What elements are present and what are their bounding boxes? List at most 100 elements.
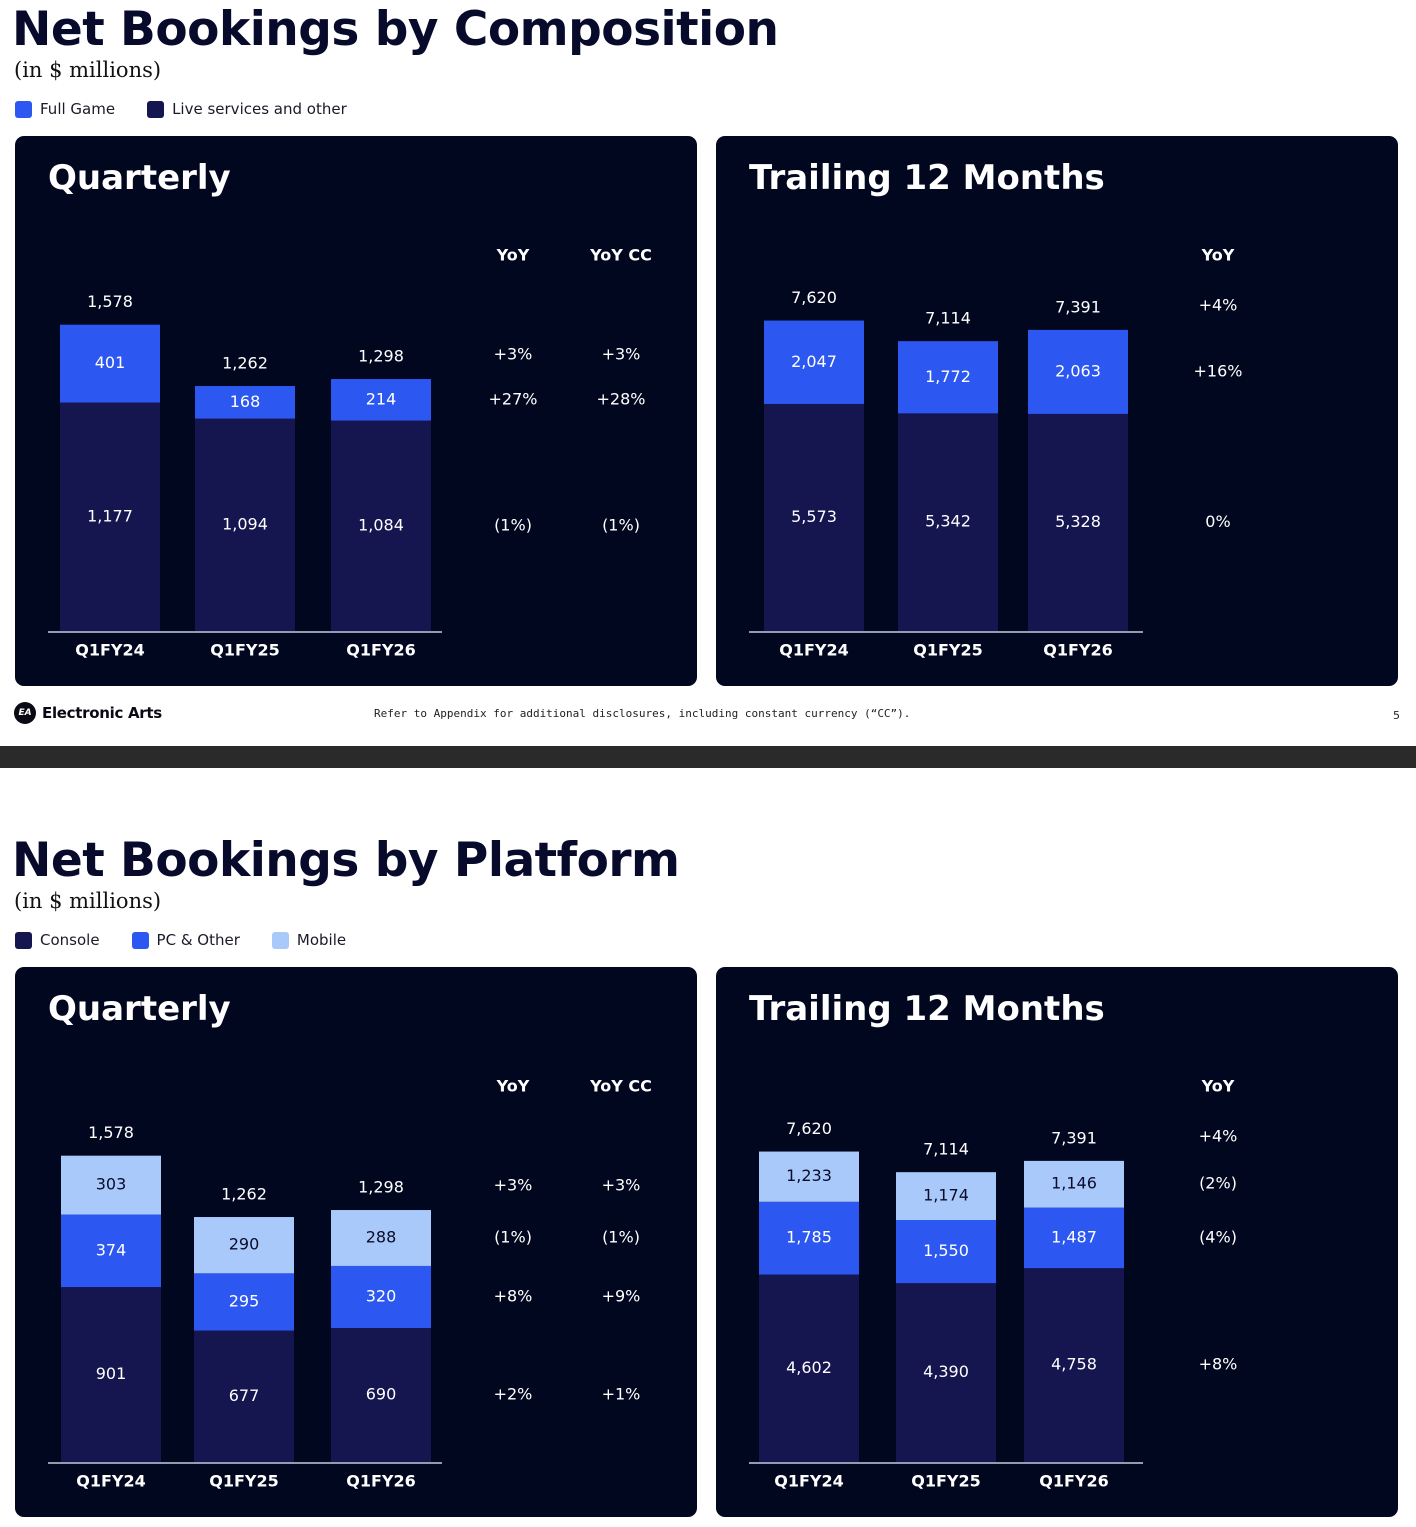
legend-swatch-pc-other [131,931,149,949]
legend: Full Game Live services and other [15,100,379,118]
yoy-value: +1% [602,1385,641,1404]
bar-total-label: 1,578 [87,292,133,311]
x-tick-label: Q1FY26 [1043,641,1113,660]
x-tick-label: Q1FY24 [774,1472,844,1491]
bar-data-label: 1,772 [925,367,971,386]
panel-platform-ttm: 4,602 1,785 1,233 7,620 Q1FY24 4,390 1,550 1,17… [716,967,1398,1517]
bar-data-label: 690 [366,1385,397,1404]
bar-segment [195,418,295,631]
legend-label: Console [40,931,100,949]
yoy-value: (1%) [494,1227,532,1246]
panel-composition-quarterly: 1,177 401 1,578 Q1FY24 1,094 168 1,262 Q1FY25 1,… [15,136,697,686]
legend-item-live-services: Live services and other [147,100,347,118]
panel-title: Trailing 12 Months [749,989,1105,1029]
yoy-value: +16% [1194,361,1243,380]
bar-data-label: 5,328 [1055,512,1101,531]
bar-segment [331,379,431,421]
bar-data-label: 1,146 [1051,1174,1097,1193]
bar-data-label: 290 [229,1235,260,1254]
legend-label: Full Game [40,100,116,118]
bar-total-label: 7,620 [791,288,837,307]
chart-composition-quarterly: 1,177 401 1,578 Q1FY24 1,094 168 1,262 Q1FY25 1,… [48,246,652,660]
bar-segment [898,341,998,414]
bar-segment [194,1273,294,1331]
bar-total-label: 7,620 [786,1119,832,1138]
x-tick-label: Q1FY25 [209,1472,279,1491]
bar-segment [331,420,431,631]
legend-label: Mobile [296,931,347,949]
panel-title: Trailing 12 Months [749,158,1105,198]
bar-data-label: 1,785 [786,1228,832,1247]
yoy-header: YoY CC [589,246,652,265]
bar-data-label: 1,487 [1051,1227,1097,1246]
bar-segment [764,403,864,631]
slide-divider [0,746,1416,768]
footer-note: Refer to Appendix for additional disclos… [374,707,911,720]
x-tick-label: Q1FY24 [779,641,849,660]
bar-segment [61,1155,161,1215]
bar-segment [898,413,998,631]
slide-composition: Net Bookings by Composition (in $ millio… [0,0,1416,746]
page-number: 5 [1393,709,1400,722]
bar-segment [1024,1268,1124,1462]
yoy-value: +27% [489,389,538,408]
legend-swatch-console [15,931,32,949]
bar-segment [195,386,295,419]
panel-platform-quarterly: 901 374 303 1,578 Q1FY24 677 295 290 1,262 Q1FY25… [15,967,697,1517]
x-tick-label: Q1FY26 [346,1472,416,1491]
bar-data-label: 4,390 [923,1362,969,1381]
bar-data-label: 1,550 [923,1241,969,1260]
yoy-value: (1%) [602,515,640,534]
yoy-value: +3% [602,1176,641,1195]
bar-total-label: 7,391 [1051,1128,1097,1147]
bar-data-label: 677 [229,1386,260,1405]
bar-segment [60,402,160,631]
yoy-value: +2% [494,1385,533,1404]
page-title: Net Bookings by Platform [12,833,680,888]
bar-total-label: 1,578 [88,1123,134,1142]
yoy-value: (1%) [494,515,532,534]
bar-data-label: 901 [96,1364,127,1383]
page-subtitle: (in $ millions) [14,58,162,82]
bar-data-label: 401 [95,353,126,372]
bar-segment [61,1287,161,1462]
bar-data-label: 1,177 [87,506,133,525]
legend-swatch-full-game [15,100,32,118]
bar-data-label: 214 [366,389,397,408]
yoy-value: +28% [597,389,646,408]
bar-data-label: 5,573 [791,507,837,526]
yoy-value: +3% [494,345,533,364]
bar-segment [1024,1160,1124,1208]
bar-data-label: 4,602 [786,1358,832,1377]
yoy-value: +4% [1199,1126,1238,1145]
bar-data-label: 1,094 [222,514,268,533]
panel-composition-ttm: 5,573 2,047 7,620 Q1FY24 5,342 1,772 7,114 Q1FY… [716,136,1398,686]
yoy-value: +4% [1199,295,1238,314]
bar-segment [331,1210,431,1266]
bar-total-label: 7,114 [923,1140,969,1159]
bar-total-label: 1,298 [358,1178,404,1197]
legend-swatch-mobile [271,931,289,949]
x-tick-label: Q1FY24 [76,1472,146,1491]
x-tick-label: Q1FY24 [75,641,145,660]
bar-segment [1024,1207,1124,1269]
bar-data-label: 168 [230,392,261,411]
bar-segment [759,1151,859,1202]
company-name: Electronic Arts [42,704,162,722]
x-tick-label: Q1FY25 [913,641,983,660]
ea-logo-icon: EA [14,702,36,724]
bar-data-label: 1,174 [923,1186,969,1205]
legend-item-pc-other: PC & Other [131,931,240,949]
panel-title: Quarterly [48,989,231,1029]
bar-data-label: 288 [366,1227,397,1246]
yoy-value: +8% [494,1287,533,1306]
yoy-header: YoY [496,246,530,265]
yoy-value: (2%) [1199,1174,1237,1193]
chart-platform-ttm: 4,602 1,785 1,233 7,620 Q1FY24 4,390 1,550 1,17… [749,1077,1238,1491]
x-tick-label: Q1FY26 [346,641,416,660]
yoy-value: 0% [1205,512,1230,531]
page-title: Net Bookings by Composition [12,2,779,57]
yoy-header: YoY [496,1077,530,1096]
bar-data-label: 320 [366,1287,397,1306]
bar-segment [896,1220,996,1284]
